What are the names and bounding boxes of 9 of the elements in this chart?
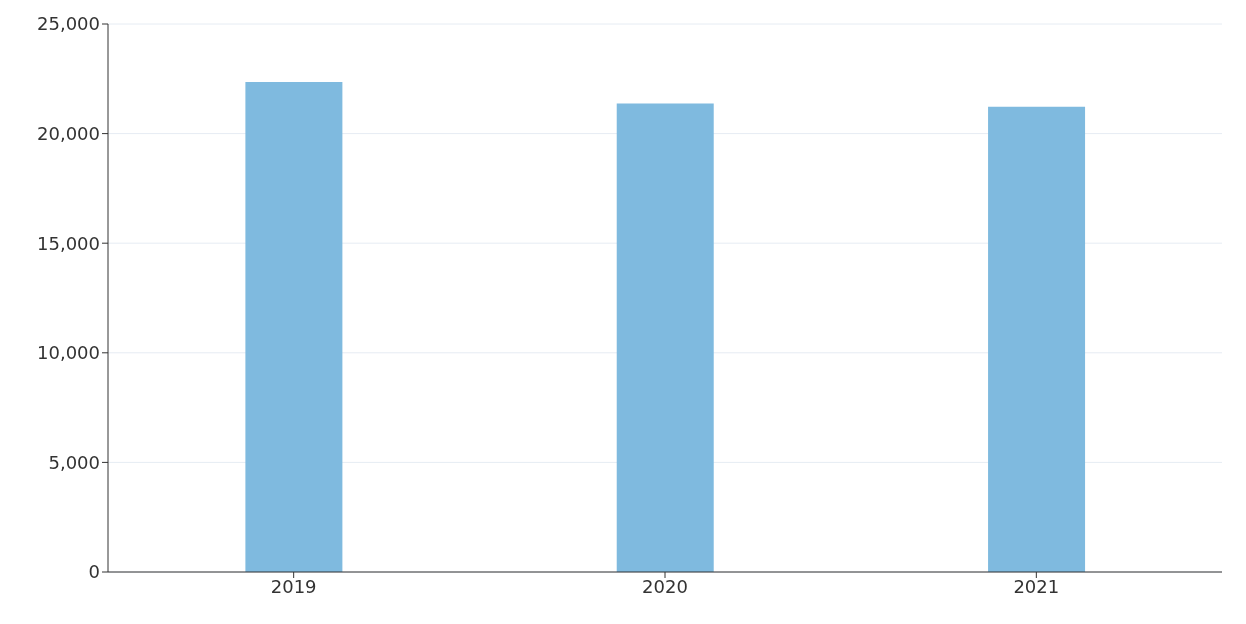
y-tick-label: 10,000 <box>37 342 100 364</box>
y-tick-label: 25,000 <box>37 13 100 35</box>
y-tick-label: 5,000 <box>48 451 100 473</box>
y-tick-label: 15,000 <box>37 232 100 254</box>
y-tick-label: 20,000 <box>37 122 100 144</box>
x-tick-label: 2020 <box>642 575 688 597</box>
x-tick-label: 2021 <box>1013 575 1060 597</box>
x-tick-label: 2019 <box>270 575 317 597</box>
y-tick-label: 0 <box>88 561 100 583</box>
